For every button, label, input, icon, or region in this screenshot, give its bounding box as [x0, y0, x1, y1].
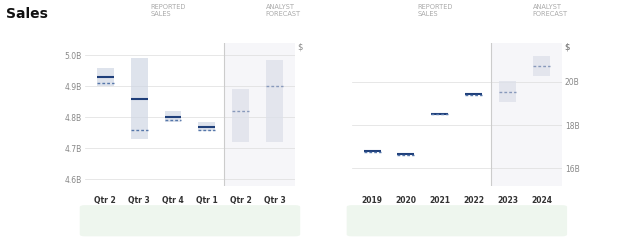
- Bar: [97, 68, 114, 86]
- Text: annually 0.22%: annually 0.22%: [495, 216, 557, 225]
- Text: 2023: 2023: [497, 196, 518, 205]
- Bar: [198, 122, 215, 131]
- Text: 2024: 2024: [531, 196, 552, 205]
- Text: Qtr 4: Qtr 4: [162, 196, 184, 205]
- Bar: [533, 56, 550, 76]
- Bar: [224, 43, 295, 186]
- Text: 2022: 2022: [163, 206, 183, 215]
- Text: quarterly 0.55%: quarterly 0.55%: [225, 216, 290, 225]
- Bar: [465, 94, 482, 95]
- Text: Qtr 1: Qtr 1: [196, 196, 218, 205]
- Text: 2022: 2022: [95, 206, 115, 215]
- Text: ANALYST
FORECAST: ANALYST FORECAST: [266, 4, 301, 17]
- Bar: [491, 43, 562, 186]
- Text: 2020: 2020: [396, 196, 416, 205]
- Bar: [499, 81, 516, 102]
- Text: Sales: Sales: [6, 7, 48, 21]
- Text: ANALYST
FORECAST: ANALYST FORECAST: [533, 4, 568, 17]
- Bar: [364, 151, 381, 152]
- Bar: [266, 60, 283, 142]
- Text: REPORTED
SALES: REPORTED SALES: [151, 4, 186, 17]
- Text: 2021: 2021: [430, 196, 450, 205]
- Text: Growth: Growth: [361, 216, 398, 225]
- Text: REPORTED
SALES: REPORTED SALES: [418, 4, 453, 17]
- Text: 2022: 2022: [129, 206, 149, 215]
- Text: Qtr 2: Qtr 2: [94, 196, 116, 205]
- Bar: [165, 111, 181, 122]
- Text: 2023: 2023: [265, 206, 284, 215]
- Text: Qtr 2: Qtr 2: [230, 196, 252, 205]
- Text: Qtr 3: Qtr 3: [128, 196, 150, 205]
- Bar: [398, 153, 414, 155]
- Text: $: $: [564, 43, 570, 52]
- Text: Growth: Growth: [94, 216, 131, 225]
- Text: 2022: 2022: [463, 196, 484, 205]
- Text: $: $: [297, 43, 303, 52]
- Text: 2019: 2019: [362, 196, 382, 205]
- Text: Qtr 3: Qtr 3: [264, 196, 286, 205]
- Text: 2023: 2023: [197, 206, 217, 215]
- Bar: [232, 89, 249, 142]
- Bar: [131, 58, 148, 139]
- Text: 2023: 2023: [231, 206, 251, 215]
- Text: $: $: [564, 43, 570, 52]
- Bar: [431, 113, 448, 115]
